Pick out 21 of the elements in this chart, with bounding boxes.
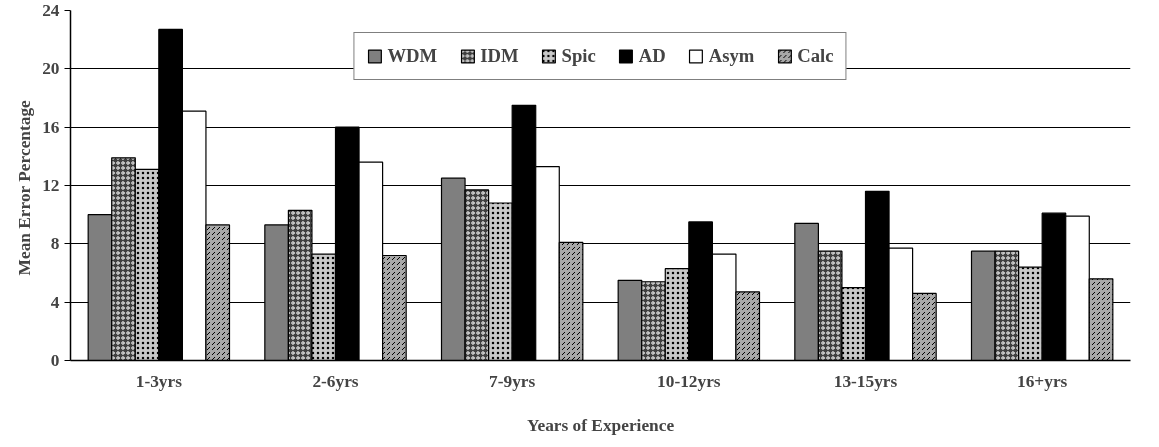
- x-tick-label: 7-9yrs: [489, 371, 536, 391]
- legend-label: Calc: [797, 45, 834, 67]
- x-tick-label: 10-12yrs: [657, 371, 721, 391]
- y-axis-title: Mean Error Percentage: [15, 99, 35, 276]
- y-tick-label: 12: [42, 176, 60, 195]
- y-tick-label: 16: [42, 117, 60, 137]
- legend-label: WDM: [387, 45, 438, 67]
- y-tick-label: 20: [42, 59, 60, 79]
- y-tick-label: 24: [42, 1, 60, 20]
- x-tick-label: 16+yrs: [1017, 371, 1068, 391]
- legend-label: Asym: [708, 45, 755, 67]
- legend-label: Spic: [561, 45, 596, 67]
- x-tick-label: 1-3yrs: [135, 371, 183, 391]
- x-tick-label: 13-15yrs: [833, 371, 898, 391]
- y-tick-label: 0: [50, 351, 60, 370]
- x-tick-label: 2-6yrs: [312, 371, 359, 391]
- legend-label: AD: [638, 45, 666, 67]
- x-axis-title: Years of Experience: [526, 415, 675, 435]
- legend-label: IDM: [480, 45, 519, 67]
- y-tick-label: 4: [50, 292, 60, 312]
- y-tick-label: 8: [50, 234, 60, 254]
